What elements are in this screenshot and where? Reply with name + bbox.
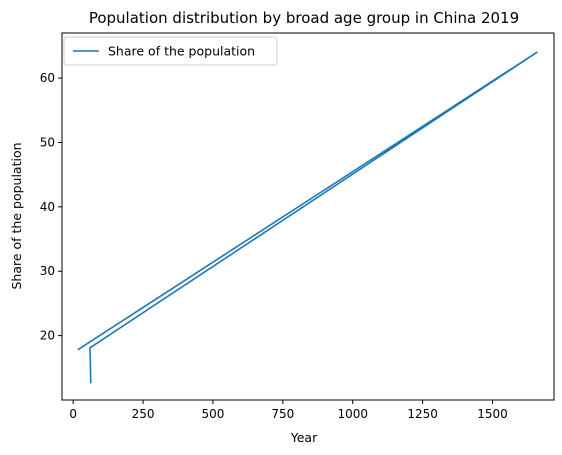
plot-area (61, 32, 555, 401)
y-tick-label: 50 (40, 135, 55, 149)
plot-frame (61, 32, 555, 401)
series-layer (77, 51, 538, 384)
x-tick-label: 1250 (407, 407, 438, 421)
y-tick-label: 20 (40, 329, 55, 343)
y-tick-label: 30 (40, 264, 55, 278)
x-axis-label: Year (290, 430, 318, 445)
y-axis-ticks: 20 30 40 50 60 (40, 71, 62, 343)
legend: Share of the population (63, 36, 278, 66)
y-tick-label: 60 (40, 71, 55, 85)
x-tick-label: 0 (69, 407, 77, 421)
x-tick-label: 1000 (337, 407, 368, 421)
x-tick-label: 500 (202, 407, 225, 421)
x-tick-label: 250 (132, 407, 155, 421)
y-axis-label: Share of the population (9, 142, 24, 289)
chart-title: Population distribution by broad age gro… (89, 9, 519, 27)
x-tick-label: 1500 (477, 407, 508, 421)
x-axis-ticks: 0 250 500 750 1000 1250 1500 (69, 400, 508, 421)
y-tick-label: 40 (40, 200, 55, 214)
legend-label: Share of the population (108, 44, 255, 59)
x-tick-label: 750 (271, 407, 294, 421)
series-line (77, 51, 538, 384)
legend-box (63, 36, 278, 66)
